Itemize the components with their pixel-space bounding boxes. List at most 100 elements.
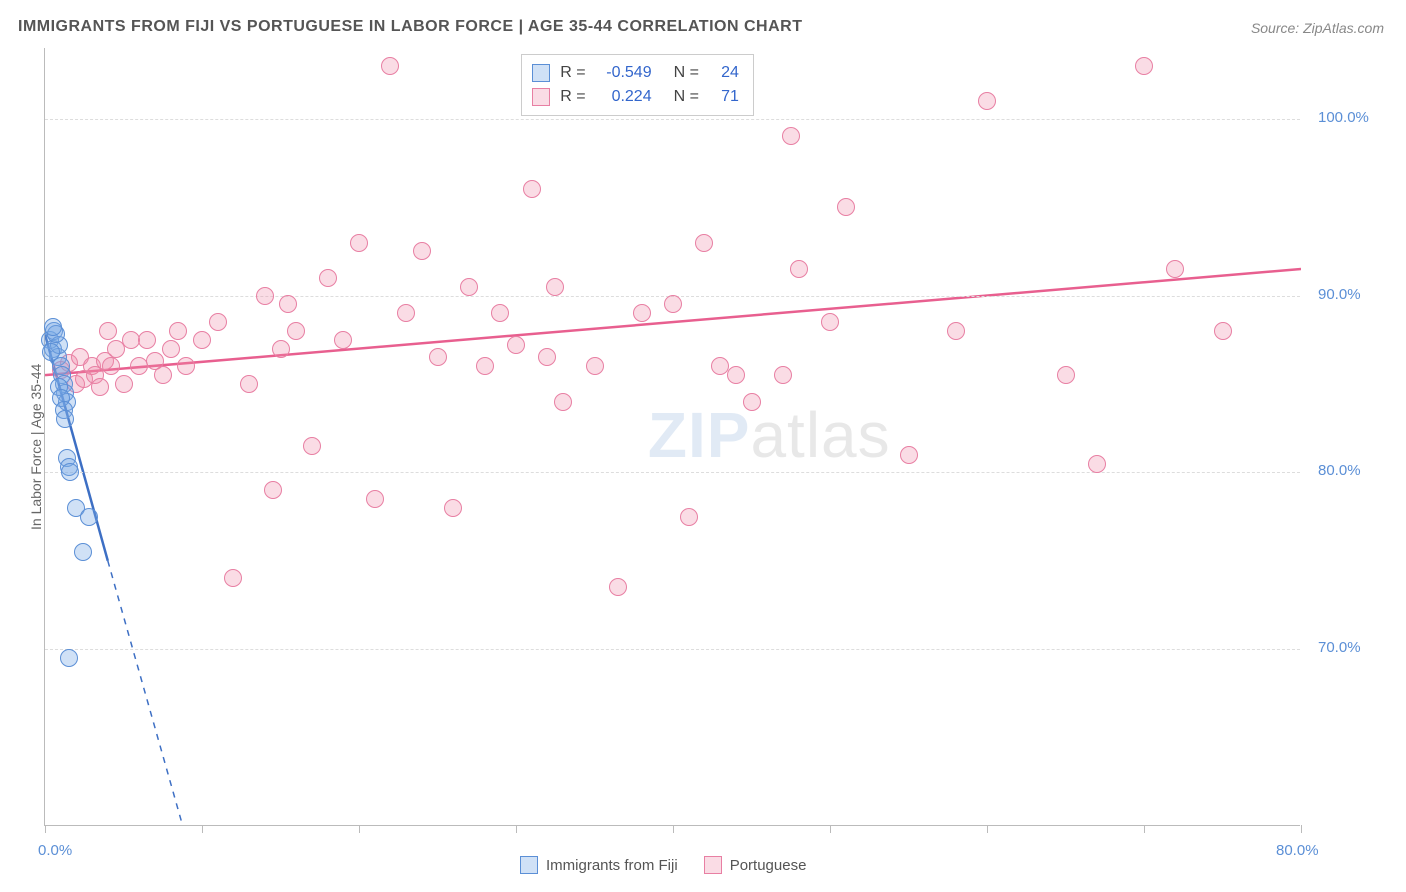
point-portuguese: [837, 198, 855, 216]
x-tick: [202, 825, 203, 833]
x-tick-label: 80.0%: [1276, 842, 1319, 859]
point-portuguese: [1088, 455, 1106, 473]
legend-portuguese-N: 71: [709, 88, 739, 106]
point-portuguese: [256, 287, 274, 305]
point-portuguese: [444, 499, 462, 517]
point-portuguese: [193, 331, 211, 349]
point-portuguese: [138, 331, 156, 349]
point-portuguese: [319, 269, 337, 287]
point-portuguese: [680, 508, 698, 526]
point-portuguese: [177, 357, 195, 375]
legend-N-label: N =: [674, 64, 699, 82]
point-portuguese: [743, 393, 761, 411]
y-tick-label: 90.0%: [1318, 286, 1361, 303]
x-tick: [987, 825, 988, 833]
point-fiji: [42, 343, 60, 361]
point-fiji: [74, 543, 92, 561]
point-portuguese: [790, 260, 808, 278]
x-tick: [830, 825, 831, 833]
point-portuguese: [460, 278, 478, 296]
point-portuguese: [554, 393, 572, 411]
y-tick-label: 70.0%: [1318, 639, 1361, 656]
x-tick: [1301, 825, 1302, 833]
legend-row-portuguese: R = 0.224 N = 71: [532, 85, 739, 109]
point-fiji: [44, 318, 62, 336]
point-portuguese: [240, 375, 258, 393]
legend-correlation: R = -0.549 N = 24 R = 0.224 N = 71: [521, 54, 754, 116]
x-tick: [359, 825, 360, 833]
y-tick-label: 80.0%: [1318, 462, 1361, 479]
source-attribution: Source: ZipAtlas.com: [1251, 20, 1384, 36]
x-tick-label: 0.0%: [38, 842, 72, 859]
point-portuguese: [782, 127, 800, 145]
point-portuguese: [272, 340, 290, 358]
legend-portuguese-label: Portuguese: [730, 857, 807, 874]
point-portuguese: [1214, 322, 1232, 340]
swatch-portuguese: [704, 856, 722, 874]
point-portuguese: [538, 348, 556, 366]
x-tick: [516, 825, 517, 833]
point-portuguese: [397, 304, 415, 322]
point-fiji: [56, 410, 74, 428]
legend-fiji-label: Immigrants from Fiji: [546, 857, 678, 874]
point-portuguese: [287, 322, 305, 340]
legend-N-label: N =: [674, 88, 699, 106]
gridline: [45, 649, 1300, 650]
point-portuguese: [507, 336, 525, 354]
point-portuguese: [947, 322, 965, 340]
y-axis-label: In Labor Force | Age 35-44: [28, 364, 44, 530]
watermark: ZIPatlas: [648, 398, 891, 472]
x-tick: [45, 825, 46, 833]
x-tick: [673, 825, 674, 833]
legend-item-fiji: Immigrants from Fiji: [520, 856, 678, 874]
point-portuguese: [303, 437, 321, 455]
point-portuguese: [491, 304, 509, 322]
point-portuguese: [154, 366, 172, 384]
point-portuguese: [224, 569, 242, 587]
point-portuguese: [102, 357, 120, 375]
point-portuguese: [209, 313, 227, 331]
point-portuguese: [350, 234, 368, 252]
point-portuguese: [774, 366, 792, 384]
swatch-fiji: [520, 856, 538, 874]
point-fiji: [60, 649, 78, 667]
legend-R-label: R =: [560, 64, 585, 82]
point-portuguese: [381, 57, 399, 75]
point-portuguese: [695, 234, 713, 252]
point-portuguese: [1166, 260, 1184, 278]
point-portuguese: [279, 295, 297, 313]
point-portuguese: [366, 490, 384, 508]
point-portuguese: [429, 348, 447, 366]
plot-area: ZIPatlas: [44, 48, 1300, 826]
point-portuguese: [633, 304, 651, 322]
x-tick: [1144, 825, 1145, 833]
gridline: [45, 472, 1300, 473]
point-portuguese: [727, 366, 745, 384]
watermark-zip: ZIP: [648, 399, 751, 471]
point-portuguese: [264, 481, 282, 499]
point-portuguese: [586, 357, 604, 375]
legend-item-portuguese: Portuguese: [704, 856, 807, 874]
swatch-portuguese: [532, 88, 550, 106]
point-portuguese: [91, 378, 109, 396]
chart-title: IMMIGRANTS FROM FIJI VS PORTUGUESE IN LA…: [18, 18, 802, 36]
point-portuguese: [978, 92, 996, 110]
point-portuguese: [413, 242, 431, 260]
point-portuguese: [169, 322, 187, 340]
point-portuguese: [546, 278, 564, 296]
watermark-atlas: atlas: [750, 399, 890, 471]
point-portuguese: [821, 313, 839, 331]
legend-R-label: R =: [560, 88, 585, 106]
legend-series: Immigrants from Fiji Portuguese: [520, 856, 806, 874]
legend-fiji-R: -0.549: [596, 64, 652, 82]
point-portuguese: [1135, 57, 1153, 75]
point-portuguese: [99, 322, 117, 340]
legend-fiji-N: 24: [709, 64, 739, 82]
point-portuguese: [523, 180, 541, 198]
point-fiji: [61, 463, 79, 481]
legend-portuguese-R: 0.224: [596, 88, 652, 106]
point-portuguese: [115, 375, 133, 393]
point-portuguese: [476, 357, 494, 375]
point-fiji: [80, 508, 98, 526]
point-portuguese: [664, 295, 682, 313]
